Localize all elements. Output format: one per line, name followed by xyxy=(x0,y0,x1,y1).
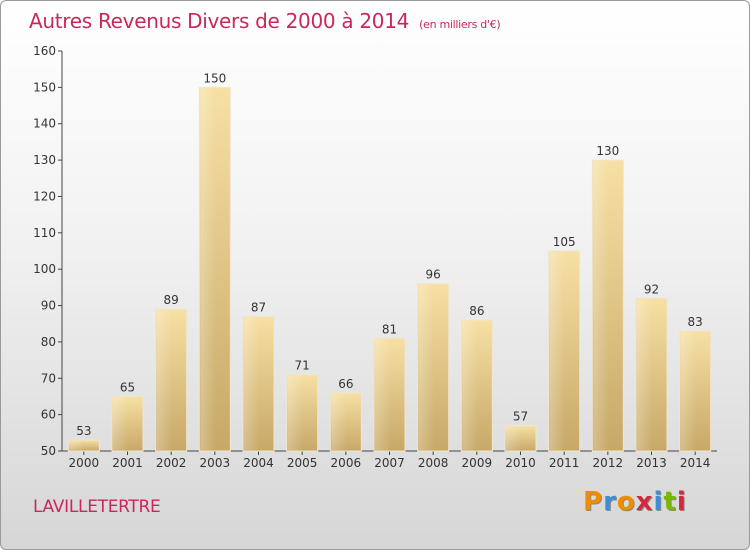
data-label: 86 xyxy=(469,304,484,318)
data-label: 92 xyxy=(644,282,659,296)
title-text: Autres Revenus Divers de 2000 à 2014 xyxy=(29,9,410,33)
x-tick-label: 2014 xyxy=(680,456,711,470)
bar-highlight xyxy=(200,88,216,450)
bar-highlight xyxy=(156,310,173,450)
data-label: 65 xyxy=(120,380,135,394)
logo-letter: t xyxy=(663,487,677,517)
bar-highlight xyxy=(331,393,347,450)
bar-highlight xyxy=(244,317,260,450)
y-tick-label: 130 xyxy=(33,153,56,167)
x-tick-label: 2000 xyxy=(69,456,100,470)
x-tick-label: 2013 xyxy=(636,456,667,470)
commune-name: LAVILLETERTRE xyxy=(33,497,161,517)
data-label: 105 xyxy=(553,235,576,249)
proxiti-logo: Proxiti xyxy=(583,487,687,517)
x-tick-label: 2006 xyxy=(331,456,362,470)
y-tick-label: 140 xyxy=(33,117,56,131)
data-label: 150 xyxy=(203,71,226,85)
bar-highlight xyxy=(287,375,304,450)
x-tick-label: 2009 xyxy=(462,456,493,470)
logo-letter: i xyxy=(653,487,664,517)
logo-letter: P xyxy=(583,487,604,517)
x-tick-label: 2003 xyxy=(200,456,231,470)
data-label: 81 xyxy=(382,322,397,336)
data-label: 87 xyxy=(251,300,266,314)
data-label: 130 xyxy=(596,144,619,158)
bar-highlight xyxy=(637,299,653,450)
x-tick-label: 2005 xyxy=(287,456,318,470)
bar-highlight xyxy=(418,284,435,450)
bar-highlight xyxy=(506,426,522,450)
y-tick-label: 110 xyxy=(33,226,56,240)
y-tick-label: 160 xyxy=(33,44,56,58)
bar-highlight xyxy=(462,321,478,450)
x-tick-label: 2011 xyxy=(549,456,580,470)
logo-letter: r xyxy=(603,487,617,517)
x-tick-label: 2007 xyxy=(374,456,405,470)
bar-highlight xyxy=(69,441,85,450)
x-tick-label: 2008 xyxy=(418,456,449,470)
logo-letter: x xyxy=(635,487,654,517)
data-label: 96 xyxy=(426,268,441,282)
logo-letter: i xyxy=(676,487,687,517)
x-tick-label: 2002 xyxy=(156,456,187,470)
bar-highlight xyxy=(593,161,609,450)
y-tick-label: 80 xyxy=(41,335,56,349)
data-label: 83 xyxy=(688,315,703,329)
y-tick-label: 100 xyxy=(33,262,56,276)
y-tick-label: 50 xyxy=(41,444,56,458)
chart-title: Autres Revenus Divers de 2000 à 2014 (en… xyxy=(29,9,501,33)
bar-highlight xyxy=(549,252,566,450)
data-label: 71 xyxy=(295,359,310,373)
x-tick-label: 2004 xyxy=(243,456,274,470)
data-label: 66 xyxy=(338,377,353,391)
y-tick-label: 60 xyxy=(41,408,56,422)
y-tick-label: 120 xyxy=(33,189,56,203)
chart-subtitle: (en milliers d'€) xyxy=(419,18,501,31)
bar-highlight xyxy=(375,339,391,450)
data-label: 57 xyxy=(513,410,528,424)
bar-highlight xyxy=(113,397,129,450)
x-tick-label: 2001 xyxy=(112,456,143,470)
x-tick-label: 2010 xyxy=(505,456,536,470)
x-tick-label: 2012 xyxy=(593,456,624,470)
bar-highlight xyxy=(680,332,697,450)
data-label: 89 xyxy=(164,293,179,307)
y-tick-label: 150 xyxy=(33,80,56,94)
data-label: 53 xyxy=(76,424,91,438)
logo-letter: o xyxy=(616,487,636,517)
y-tick-label: 70 xyxy=(41,371,56,385)
y-tick-label: 90 xyxy=(41,299,56,313)
